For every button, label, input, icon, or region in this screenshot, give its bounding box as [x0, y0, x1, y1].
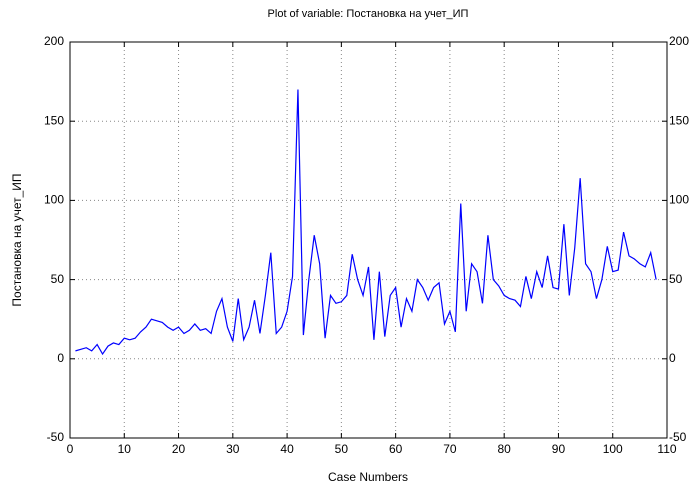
y2-tick-label: 200 [669, 34, 689, 48]
x-tick-label: 90 [552, 442, 566, 456]
y2-tick-label: -50 [669, 430, 687, 444]
x-tick-label: 60 [389, 442, 403, 456]
x-tick-label: 30 [226, 442, 240, 456]
x-tick-label: 20 [172, 442, 186, 456]
x-tick-label: 80 [498, 442, 512, 456]
x-tick-label: 110 [657, 442, 676, 456]
y2-tick-label: 150 [669, 113, 689, 127]
y-tick-label: 200 [44, 34, 64, 48]
y2-tick-label: 50 [669, 272, 683, 286]
y2-tick-label: 100 [669, 193, 689, 207]
x-tick-label: 40 [280, 442, 294, 456]
chart-title: Plot of variable: Постановка на учет_ИП [268, 8, 469, 20]
x-tick-label: 0 [67, 442, 74, 456]
x-tick-label: 10 [118, 442, 132, 456]
y-axis-label: Постановка на учет_ИП [10, 173, 24, 306]
y2-tick-label: 0 [669, 351, 676, 365]
x-axis-label: Case Numbers [328, 470, 408, 484]
x-tick-label: 70 [443, 442, 457, 456]
data-line [75, 89, 657, 356]
x-tick-label: 50 [335, 442, 349, 456]
y-tick-label: 0 [57, 351, 64, 365]
x-tick-label: 100 [603, 442, 623, 456]
y-tick-label: 100 [44, 193, 64, 207]
plot-frame [69, 41, 668, 439]
y-tick-label: -50 [47, 430, 65, 444]
y-tick-label: 150 [44, 113, 64, 127]
y-tick-label: 50 [51, 272, 65, 286]
